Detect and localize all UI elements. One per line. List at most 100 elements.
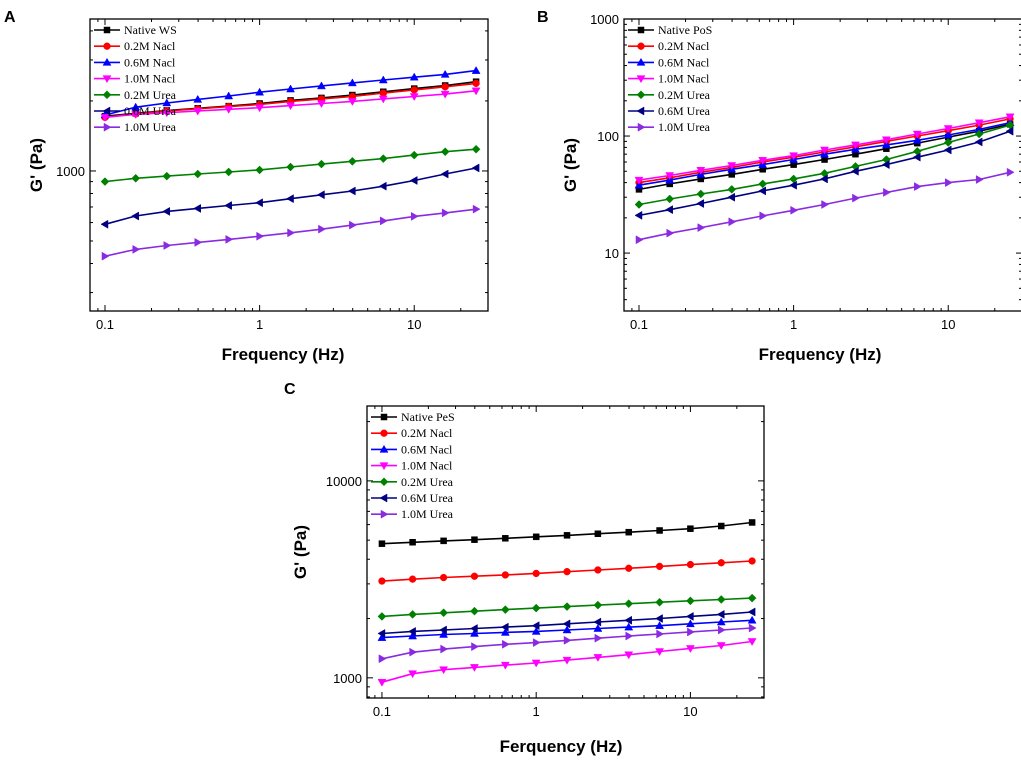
panel-a-point-0-2m-urea	[100, 177, 110, 186]
panel-b-point-1-0m-nacl	[727, 162, 737, 171]
panel-a-point-0-6m-urea	[440, 169, 449, 179]
panel-b-y-tick-label: 100	[597, 129, 619, 144]
panel-c-point-0-2m-urea	[470, 606, 479, 616]
panel-c-point-0-2m-nacl	[594, 566, 602, 574]
panel-c: C 0.1 1 10 1000 10000 Native PeS 0.2M Nacl 0.6…	[284, 381, 765, 756]
panel-a-point-1-0m-urea	[194, 237, 203, 247]
panel-b-legend-label: Native PoS	[658, 23, 712, 37]
panel-c-point-1-0m-urea	[532, 638, 541, 648]
panel-b-point-1-0m-urea	[728, 217, 737, 227]
panel-c-point-0-6m-urea	[377, 629, 386, 638]
panel-a-legend-item-0-2m-urea: 0.2M Urea	[94, 88, 177, 102]
panel-b-point-1-0m-urea	[759, 211, 768, 221]
panel-b-point-1-0m-nacl	[634, 176, 644, 185]
panel-letter-b: B	[537, 9, 549, 26]
panel-c-legend-item-native-pes: Native PeS	[371, 410, 455, 424]
panel-a-plot-frame	[89, 18, 489, 312]
panel-a-point-1-0m-urea	[101, 251, 110, 261]
panel-a-point-0-6m-urea	[286, 194, 294, 204]
panel-c-legend-label: 0.2M Urea	[401, 475, 454, 489]
panel-b-point-1-0m-nacl	[912, 130, 922, 139]
panel-a-point-1-0m-nacl	[286, 102, 295, 111]
panel-b-legend-marker	[636, 57, 646, 66]
panel-c-point-1-0m-nacl	[500, 661, 510, 670]
panel-c-point-0-6m-urea	[408, 627, 416, 636]
panel-b-legend-item-0-6m-urea: 0.6M Urea	[628, 104, 711, 118]
panel-b-point-1-0m-urea	[821, 200, 830, 209]
panel-a-point-0-2m-nacl	[441, 83, 449, 91]
panel-c-legend-item-0-6m-nacl: 0.6M Nacl	[371, 442, 453, 456]
panel-b-point-0-6m-urea	[665, 205, 673, 215]
panel-b-point-1-0m-nacl	[1005, 113, 1015, 122]
panel-a-legend-marker	[102, 57, 112, 66]
panel-a-point-0-6m-nacl	[255, 87, 265, 96]
panel-c-point-1-0m-nacl	[655, 648, 665, 657]
panel-a-point-1-0m-urea	[318, 224, 326, 234]
panel-a-point-0-6m-urea	[224, 201, 232, 210]
panel-a-legend-item-native-ws: Native WS	[94, 23, 177, 37]
panel-c-point-0-6m-urea	[655, 614, 663, 623]
panel-c-legend-marker	[379, 462, 389, 471]
panel-c-point-0-2m-nacl	[686, 560, 695, 569]
panel-a-legend-item-0-6m-urea: 0.6M Urea	[94, 104, 177, 118]
panel-c-point-0-6m-urea	[531, 621, 540, 631]
panel-c-point-1-0m-nacl	[531, 659, 541, 668]
panel-a-point-0-6m-urea	[255, 198, 263, 208]
panel-b-point-1-0m-nacl	[943, 125, 953, 134]
panel-c-point-1-0m-urea	[440, 644, 449, 654]
panel-c-point-0-2m-nacl	[408, 575, 417, 583]
panel-c-point-1-0m-urea	[502, 639, 510, 649]
panel-a-point-0-2m-urea	[286, 162, 295, 172]
panel-c-point-1-0m-nacl	[377, 678, 387, 687]
panel-b-point-0-6m-urea	[696, 199, 705, 208]
panel-c-point-0-6m-nacl	[624, 622, 634, 631]
panel-a-point-0-6m-nacl	[471, 66, 481, 74]
panel-b-series	[634, 113, 1015, 245]
panel-c-point-1-0m-nacl	[439, 666, 449, 675]
panel-b-y-tick-label: 1000	[590, 12, 619, 27]
panel-a-legend-label: 0.6M Nacl	[124, 55, 176, 69]
panel-c-legend-marker	[379, 493, 388, 503]
panel-b-legend-marker	[637, 26, 645, 34]
panel-a-point-1-0m-urea	[441, 208, 450, 218]
panel-a-point-1-0m-urea	[349, 220, 357, 230]
panel-c-point-1-0m-urea	[471, 642, 479, 652]
panel-a-point-1-0m-urea	[287, 228, 296, 238]
panel-c-legend-label: 0.6M Urea	[401, 491, 454, 505]
panel-b-x-tick-label: 0.1	[630, 317, 648, 332]
panel-c-x-tick-label: 10	[683, 704, 697, 719]
panel-a-point-0-6m-nacl	[409, 72, 419, 81]
panel-c-point-0-2m-nacl	[717, 559, 725, 567]
panel-a-point-1-0m-nacl	[347, 98, 357, 106]
panel-a-point-1-0m-urea	[256, 231, 265, 241]
panel-b-point-0-6m-urea	[881, 160, 890, 170]
panel-b-point-0-2m-urea	[758, 179, 768, 189]
panel-a-point-0-2m-urea	[471, 144, 481, 154]
panel-a-legend-marker	[103, 26, 111, 34]
panel-c-point-0-2m-nacl	[748, 557, 756, 565]
panel-a-point-0-6m-urea	[409, 176, 418, 185]
panel-a-point-0-6m-nacl	[347, 78, 357, 87]
panel-b-legend-marker	[637, 122, 646, 132]
panel-a-point-1-0m-urea	[472, 204, 481, 214]
panel-b-x-tick-label: 10	[941, 317, 955, 332]
panel-a-point-1-0m-urea	[163, 241, 172, 250]
panel-a-point-0-6m-nacl	[286, 84, 295, 93]
panel-c-point-0-6m-nacl	[685, 619, 695, 628]
panel-c-point-1-0m-urea	[378, 654, 387, 664]
panel-a-point-1-0m-urea	[132, 244, 141, 254]
panel-b-series-1-0m-nacl	[634, 113, 1015, 185]
panel-c-legend-marker	[380, 509, 389, 519]
panel-c-point-1-0m-nacl	[593, 654, 603, 662]
panel-c-point-1-0m-urea	[594, 633, 603, 643]
panel-a-legend-item-1-0m-nacl: 1.0M Nacl	[94, 72, 176, 86]
panel-a-point-1-0m-nacl	[224, 106, 234, 114]
panel-c-legend-marker	[379, 477, 389, 487]
panel-c-point-1-0m-urea	[563, 635, 572, 645]
panel-c-point-native-pes	[594, 530, 602, 537]
panel-c-point-0-6m-nacl	[470, 628, 479, 637]
panel-c-point-native-pes	[656, 527, 663, 534]
panel-a-series-1-0m-urea	[101, 204, 481, 261]
